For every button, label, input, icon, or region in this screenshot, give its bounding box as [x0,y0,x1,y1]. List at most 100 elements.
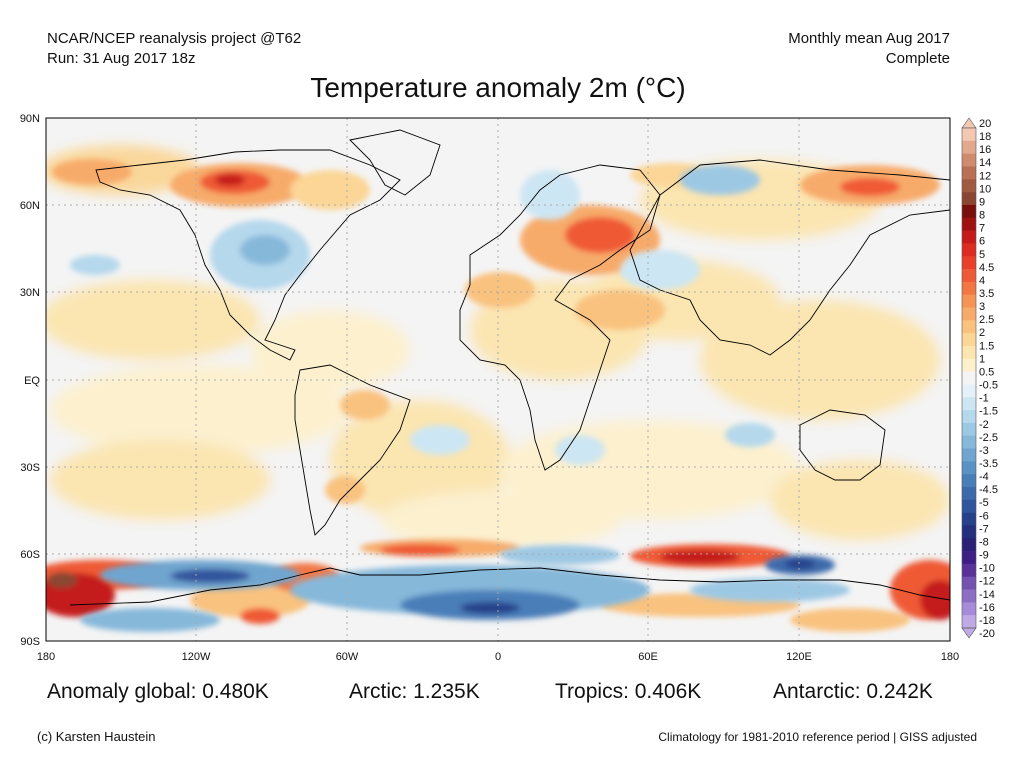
colorbar-label: 7 [979,223,985,235]
colorbar-swatch [962,435,976,449]
period-line: Monthly mean Aug 2017 [788,30,950,47]
colorbar-label: 6 [979,236,985,248]
lat-axis: 90N 60N 30N EQ 30S 60S 90S [20,113,41,648]
colorbar-label: -7 [979,523,989,535]
stat-tropics: Tropics: 0.406K [555,680,702,703]
lon-label: 60W [336,651,359,663]
status-line: Complete [885,50,950,67]
colorbar-swatch [962,448,976,462]
colorbar-swatch [962,179,976,193]
colorbar-swatch [962,576,976,590]
colorbar-label: -1.5 [979,406,998,418]
colorbar-swatch [962,499,976,513]
colorbar-label: -6 [979,510,989,522]
colorbar-swatch [962,192,976,206]
colorbar-swatch [962,320,976,334]
colorbar-label: -10 [979,563,995,575]
colorbar-label: 8 [979,210,985,222]
graticule [46,118,950,641]
coastlines [69,129,950,606]
lat-label: 30N [20,287,40,299]
colorbar-label: 14 [979,157,991,169]
map-frame [45,117,951,642]
stat-arctic: Arctic: 1.235K [349,680,480,703]
colorbar-swatch [962,474,976,488]
colorbar-label: 16 [979,144,991,156]
colorbar-label: -12 [979,576,995,588]
colorbar-label: 9 [979,196,985,208]
colorbar-label: 18 [979,131,991,143]
colorbar-swatch [962,128,976,142]
colorbar-label: -0.5 [979,380,998,392]
colorbar-label: 20 [979,118,991,130]
colorbar-swatch [962,371,976,385]
colorbar-label: 5 [979,249,985,261]
lat-label: 90S [20,636,40,648]
colorbar-label: -3 [979,445,989,457]
colorbar-label: -5 [979,497,989,509]
colorbar-swatch [962,615,976,629]
colorbar-swatch [962,410,976,424]
header-left: NCAR/NCEP reanalysis project @T62 Run: 3… [47,29,301,69]
colorbar-swatch [962,217,976,231]
colorbar-top-arrow [961,117,977,129]
colorbar-swatch [962,486,976,501]
run-line: Run: 31 Aug 2017 18z [47,50,196,67]
climatology-note: Climatology for 1981-2010 reference peri… [658,730,977,744]
colorbar-swatch [962,140,976,154]
colorbar-swatch [962,230,976,244]
colorbar-label: 4 [979,275,985,287]
colorbar-label: 3 [979,301,985,313]
colorbar-label: 1 [979,353,985,365]
colorbar-label: -3.5 [979,458,998,470]
colorbar-swatch [962,153,976,167]
colorbar-swatch [962,281,976,295]
stat-antarctic: Antarctic: 0.242K [773,680,933,703]
anomaly-field [46,129,950,632]
colorbar-label: 2.5 [979,314,994,326]
colorbar-swatch [962,345,976,360]
credit: (c) Karsten Haustein [37,729,156,744]
colorbar-swatch [962,204,976,219]
source-line: NCAR/NCEP reanalysis project @T62 [47,30,302,47]
colorbar-swatch [962,589,976,603]
colorbar-swatch [962,294,976,308]
colorbar-swatch [962,461,976,475]
colorbar-swatch [962,269,976,283]
lon-label: 120W [182,651,211,663]
colorbar-label: -4 [979,471,989,483]
colorbar-swatch [962,243,976,257]
colorbar-swatch [962,166,976,180]
colorbar-swatch [962,563,976,578]
colorbar-swatch [962,307,976,321]
colorbar-label: 1.5 [979,340,994,352]
map-title: Temperature anomaly 2m (°C) [310,72,686,103]
colorbar-label: -20 [979,628,995,640]
colorbar-frame [961,127,977,629]
colorbar-label: 2 [979,327,985,339]
colorbar-label: -2.5 [979,432,998,444]
lon-label: 0 [495,651,501,663]
colorbar-swatch [962,551,976,565]
lat-label: 90N [20,113,40,125]
colorbar-swatch [962,333,976,347]
colorbar-swatch [962,384,976,398]
lat-label: 60S [20,549,40,561]
lon-label: 180 [941,651,959,663]
colorbar-swatch [962,602,976,616]
lon-label: 180 [37,651,55,663]
colorbar-label: -4.5 [979,484,998,496]
colorbar-swatch [962,422,976,436]
header-right: Monthly mean Aug 2017 Complete [788,29,950,69]
colorbar-swatch [962,358,976,372]
lon-label: 60E [638,651,658,663]
colorbar-swatch [962,512,976,526]
lat-label: 60N [20,200,40,212]
colorbar-swatch [962,525,976,539]
colorbar-swatch [962,256,976,270]
colorbar-label: -14 [979,589,995,601]
colorbar-label: 12 [979,170,991,182]
colorbar-label: -8 [979,536,989,548]
